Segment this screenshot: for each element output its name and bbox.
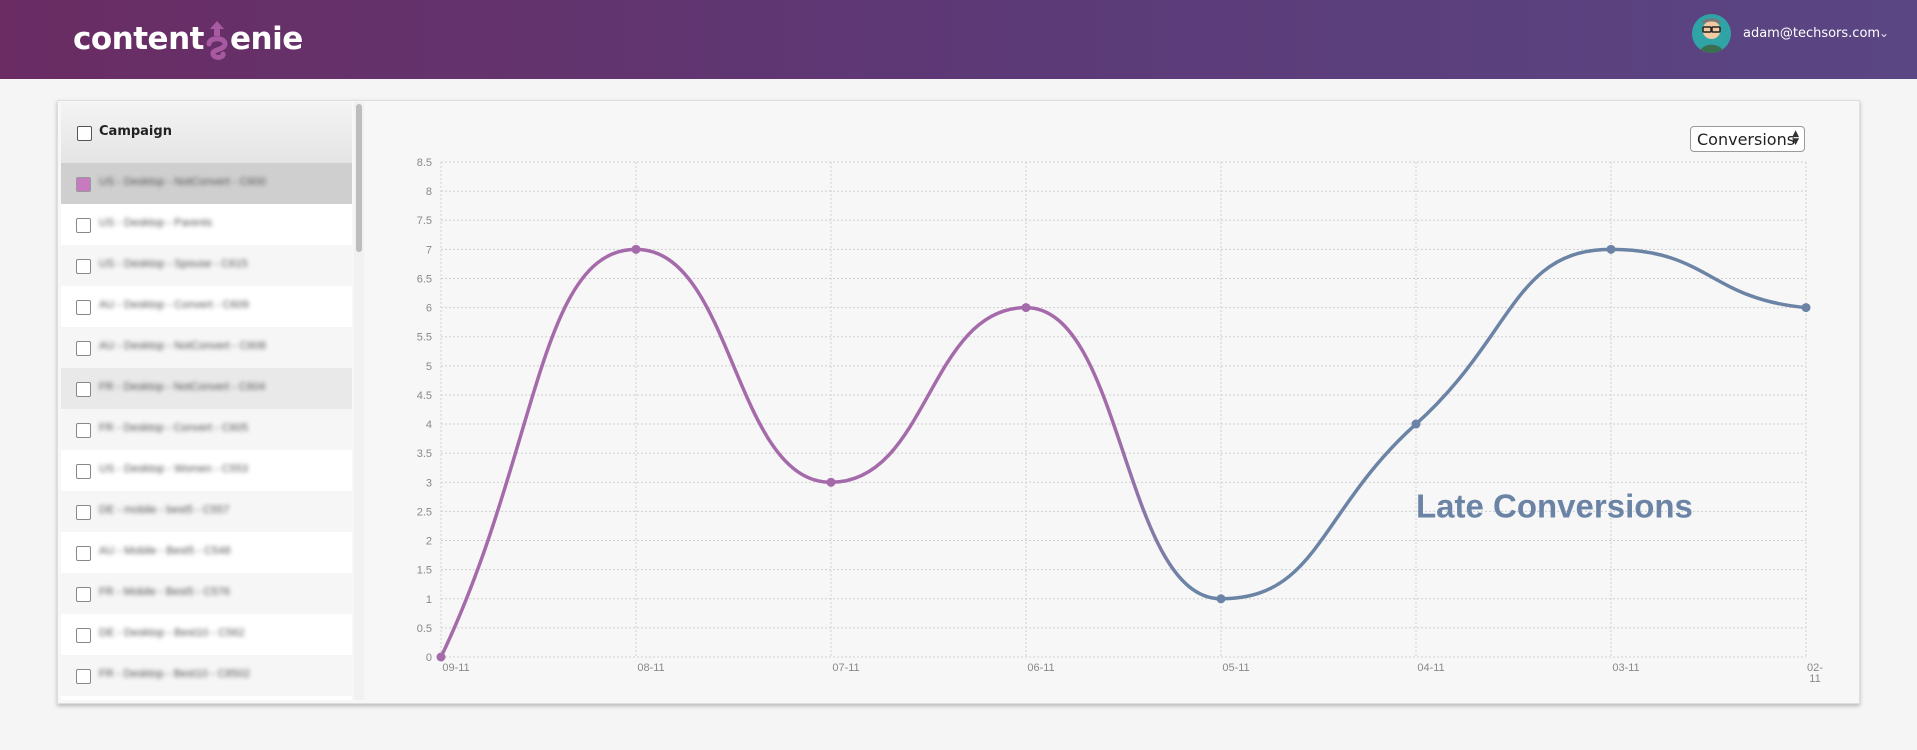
y-tick-label: 7 <box>426 244 432 256</box>
x-tick-label: 02-11 <box>1807 662 1823 685</box>
select-arrows-icon: ▲ ▼ <box>1792 129 1799 147</box>
campaign-row[interactable]: AU - Desktop - Convert - C609 <box>61 286 352 327</box>
x-tick-label: 04-11 <box>1417 662 1444 674</box>
data-point <box>436 652 446 662</box>
campaign-checkbox[interactable] <box>76 505 91 520</box>
data-point <box>1216 594 1226 604</box>
campaign-name: AU - Desktop - Convert - C609 <box>99 299 249 311</box>
data-point <box>1801 303 1811 313</box>
campaign-row[interactable]: FR - Desktop - Best10 - C8502 <box>61 655 352 696</box>
y-tick-label: 2.5 <box>417 506 432 518</box>
x-tick-label: 06-11 <box>1027 662 1054 674</box>
y-tick-label: 8 <box>426 186 432 198</box>
top-navbar <box>0 0 1917 79</box>
logo-text-left: content <box>73 21 204 57</box>
data-point <box>1021 303 1031 313</box>
campaign-checkbox[interactable] <box>76 587 91 602</box>
campaign-name: AU - Desktop - NotConvert - C608 <box>99 340 266 352</box>
data-point <box>631 244 641 254</box>
y-tick-label: 2 <box>426 536 432 548</box>
campaign-checkbox[interactable] <box>76 382 91 397</box>
campaign-row[interactable]: US - Desktop - Parents <box>61 204 352 245</box>
data-point <box>1606 244 1616 254</box>
contentgenie-logo[interactable]: content enie <box>73 18 303 64</box>
campaign-list: Campaign US - Desktop - NotConvert - C60… <box>61 102 352 700</box>
genie-lamp-icon <box>204 18 230 64</box>
campaign-name: FR - Desktop - Best10 - C8502 <box>99 668 251 680</box>
y-tick-label: 5.5 <box>417 332 432 344</box>
campaign-name: FR - Mobile - Best5 - C576 <box>99 586 230 598</box>
campaign-header-label: Campaign <box>99 124 172 139</box>
campaign-row[interactable]: FR - Mobile - Best5 - C576 <box>61 573 352 614</box>
campaign-row[interactable]: US - Desktop - Spouse - C615 <box>61 245 352 286</box>
y-tick-label: 1 <box>426 594 432 606</box>
campaign-row[interactable]: DE - mobile - best5 - C557 <box>61 491 352 532</box>
y-tick-label: 4 <box>426 419 432 431</box>
y-tick-label: 0.5 <box>417 623 432 635</box>
campaign-name: US - Desktop - Women - C553 <box>99 463 248 475</box>
campaign-name: US - Desktop - NotConvert - C600 <box>99 176 266 188</box>
campaign-row[interactable]: US - Desktop - Women - C553 <box>61 450 352 491</box>
user-email[interactable]: adam@techsors.com <box>1743 26 1881 41</box>
campaign-name: FR - Desktop - Convert - C605 <box>99 422 249 434</box>
y-tick-label: 3.5 <box>417 448 432 460</box>
campaign-checkbox[interactable] <box>76 259 91 274</box>
y-tick-label: 4.5 <box>417 390 432 402</box>
y-tick-label: 6.5 <box>417 273 432 285</box>
campaign-checkbox[interactable] <box>76 218 91 233</box>
campaign-name: US - Desktop - Spouse - C615 <box>99 258 248 270</box>
campaign-checkbox[interactable] <box>76 669 91 684</box>
campaign-checkbox[interactable] <box>76 423 91 438</box>
avatar-face-icon <box>1700 18 1723 53</box>
y-tick-label: 8.5 <box>417 157 432 169</box>
y-tick-label: 0 <box>426 652 432 664</box>
campaign-row[interactable]: AU - Desktop - NotConvert - C608 <box>61 327 352 368</box>
select-all-checkbox[interactable] <box>77 126 92 141</box>
x-tick-label: 07-11 <box>832 662 859 674</box>
y-tick-label: 6 <box>426 303 432 315</box>
user-avatar[interactable] <box>1692 14 1731 53</box>
scrollbar-thumb[interactable] <box>356 104 362 252</box>
metric-select-value: Conversions <box>1697 130 1796 149</box>
campaign-checkbox[interactable] <box>76 300 91 315</box>
campaign-list-header: Campaign <box>61 102 352 164</box>
campaign-checkbox[interactable] <box>76 546 91 561</box>
campaign-name: FR - Desktop - NotConvert - C604 <box>99 381 266 393</box>
chart-panel <box>366 102 1856 700</box>
x-tick-label: 05-11 <box>1222 662 1249 674</box>
y-tick-label: 7.5 <box>417 215 432 227</box>
campaign-row[interactable]: AU - Mobile - Best5 - C548 <box>61 532 352 573</box>
campaign-name: US - Desktop - Parents <box>99 217 213 229</box>
data-point <box>826 477 836 487</box>
campaign-name: AU - Mobile - Best5 - C548 <box>99 545 231 557</box>
x-tick-label: 03-11 <box>1612 662 1639 674</box>
campaign-checkbox[interactable] <box>76 341 91 356</box>
late-conversions-annotation: Late Conversions <box>1416 488 1693 525</box>
y-tick-label: 5 <box>426 361 432 373</box>
x-tick-label: 08-11 <box>637 662 664 674</box>
campaign-row[interactable]: FR - Desktop - NotConvert - C604 <box>61 368 352 409</box>
campaign-row[interactable]: US - Desktop - NotConvert - C600 <box>61 163 352 204</box>
metric-select[interactable]: Conversions ▲ ▼ <box>1690 126 1805 152</box>
campaign-checkbox[interactable] <box>76 464 91 479</box>
x-tick-label: 09-11 <box>442 662 469 674</box>
campaign-checkbox[interactable] <box>76 177 91 192</box>
user-menu-chevron-icon[interactable]: ⌄ <box>1879 26 1890 40</box>
campaign-row[interactable]: DE - Desktop - Best10 - C562 <box>61 614 352 655</box>
campaign-checkbox[interactable] <box>76 628 91 643</box>
logo-text-right: enie <box>229 21 303 57</box>
y-tick-label: 1.5 <box>417 565 432 577</box>
campaign-name: DE - Desktop - Best10 - C562 <box>99 627 245 639</box>
campaign-name: DE - mobile - best5 - C557 <box>99 504 230 516</box>
campaign-row[interactable]: FR - Desktop - Convert - C605 <box>61 409 352 450</box>
campaign-list-scrollbar[interactable] <box>354 102 364 700</box>
data-point <box>1411 419 1421 429</box>
y-tick-label: 3 <box>426 477 432 489</box>
